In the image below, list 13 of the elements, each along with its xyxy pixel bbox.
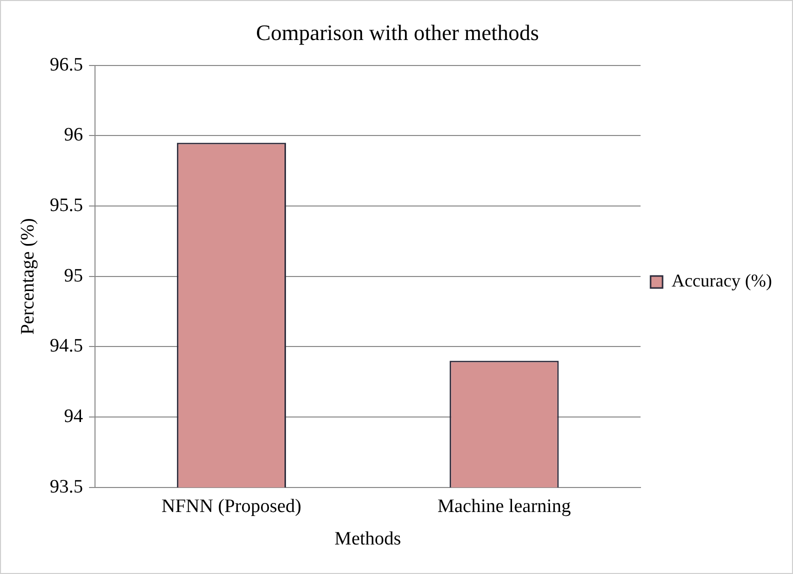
x-tick-label: Machine learning bbox=[437, 496, 572, 517]
legend-label: Accuracy (%) bbox=[672, 270, 772, 291]
y-axis-title: Percentage (%) bbox=[17, 218, 38, 335]
x-axis-title: Methods bbox=[334, 528, 402, 550]
chart-title: Comparison with other methods bbox=[256, 20, 539, 45]
x-tick-label: NFNN (Proposed) bbox=[162, 496, 302, 517]
y-tick-label: 96.5 bbox=[50, 54, 84, 76]
y-tick-label: 95 bbox=[64, 265, 84, 286]
y-tick-label: 96 bbox=[64, 124, 84, 146]
y-tick-label: 94.5 bbox=[50, 336, 84, 357]
y-tick-label: 95.5 bbox=[50, 195, 84, 216]
y-tick-label: 93.5 bbox=[50, 476, 84, 498]
y-tick-label: 94 bbox=[64, 406, 84, 428]
